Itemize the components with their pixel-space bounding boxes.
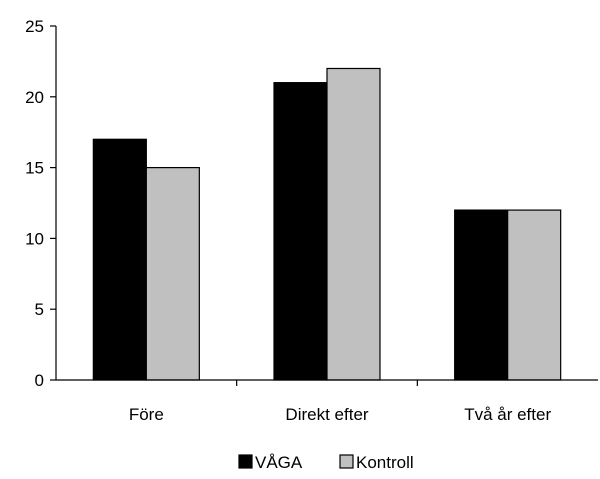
- x-category-label: Två år efter: [464, 405, 551, 424]
- x-axis: Före Direkt efter Två år efter: [56, 379, 598, 424]
- legend-swatch: [238, 454, 253, 469]
- bar-v-ga-1: [273, 82, 328, 381]
- y-axis: 0 5 10 15 20 25: [25, 17, 57, 390]
- legend: VÅGA Kontroll: [238, 453, 414, 472]
- x-category-label: Före: [129, 405, 164, 424]
- bar-v-ga-2: [454, 209, 509, 381]
- y-tick-label: 15: [25, 159, 44, 178]
- bar-kontroll-0: [145, 167, 200, 381]
- y-tick-label: 25: [25, 17, 44, 36]
- x-category-label: Direkt efter: [285, 405, 368, 424]
- y-tick-label: 10: [25, 229, 44, 248]
- bar-kontroll-1: [326, 67, 381, 381]
- legend-label: Kontroll: [356, 453, 414, 472]
- y-tick-label: 20: [25, 88, 44, 107]
- bar-v-ga-0: [92, 138, 147, 381]
- y-tick-label: 0: [35, 371, 44, 390]
- bar-kontroll-2: [507, 209, 562, 381]
- legend-label: VÅGA: [255, 453, 303, 472]
- bars-group: [92, 67, 562, 381]
- legend-swatch: [339, 454, 354, 469]
- y-tick-label: 5: [35, 300, 44, 319]
